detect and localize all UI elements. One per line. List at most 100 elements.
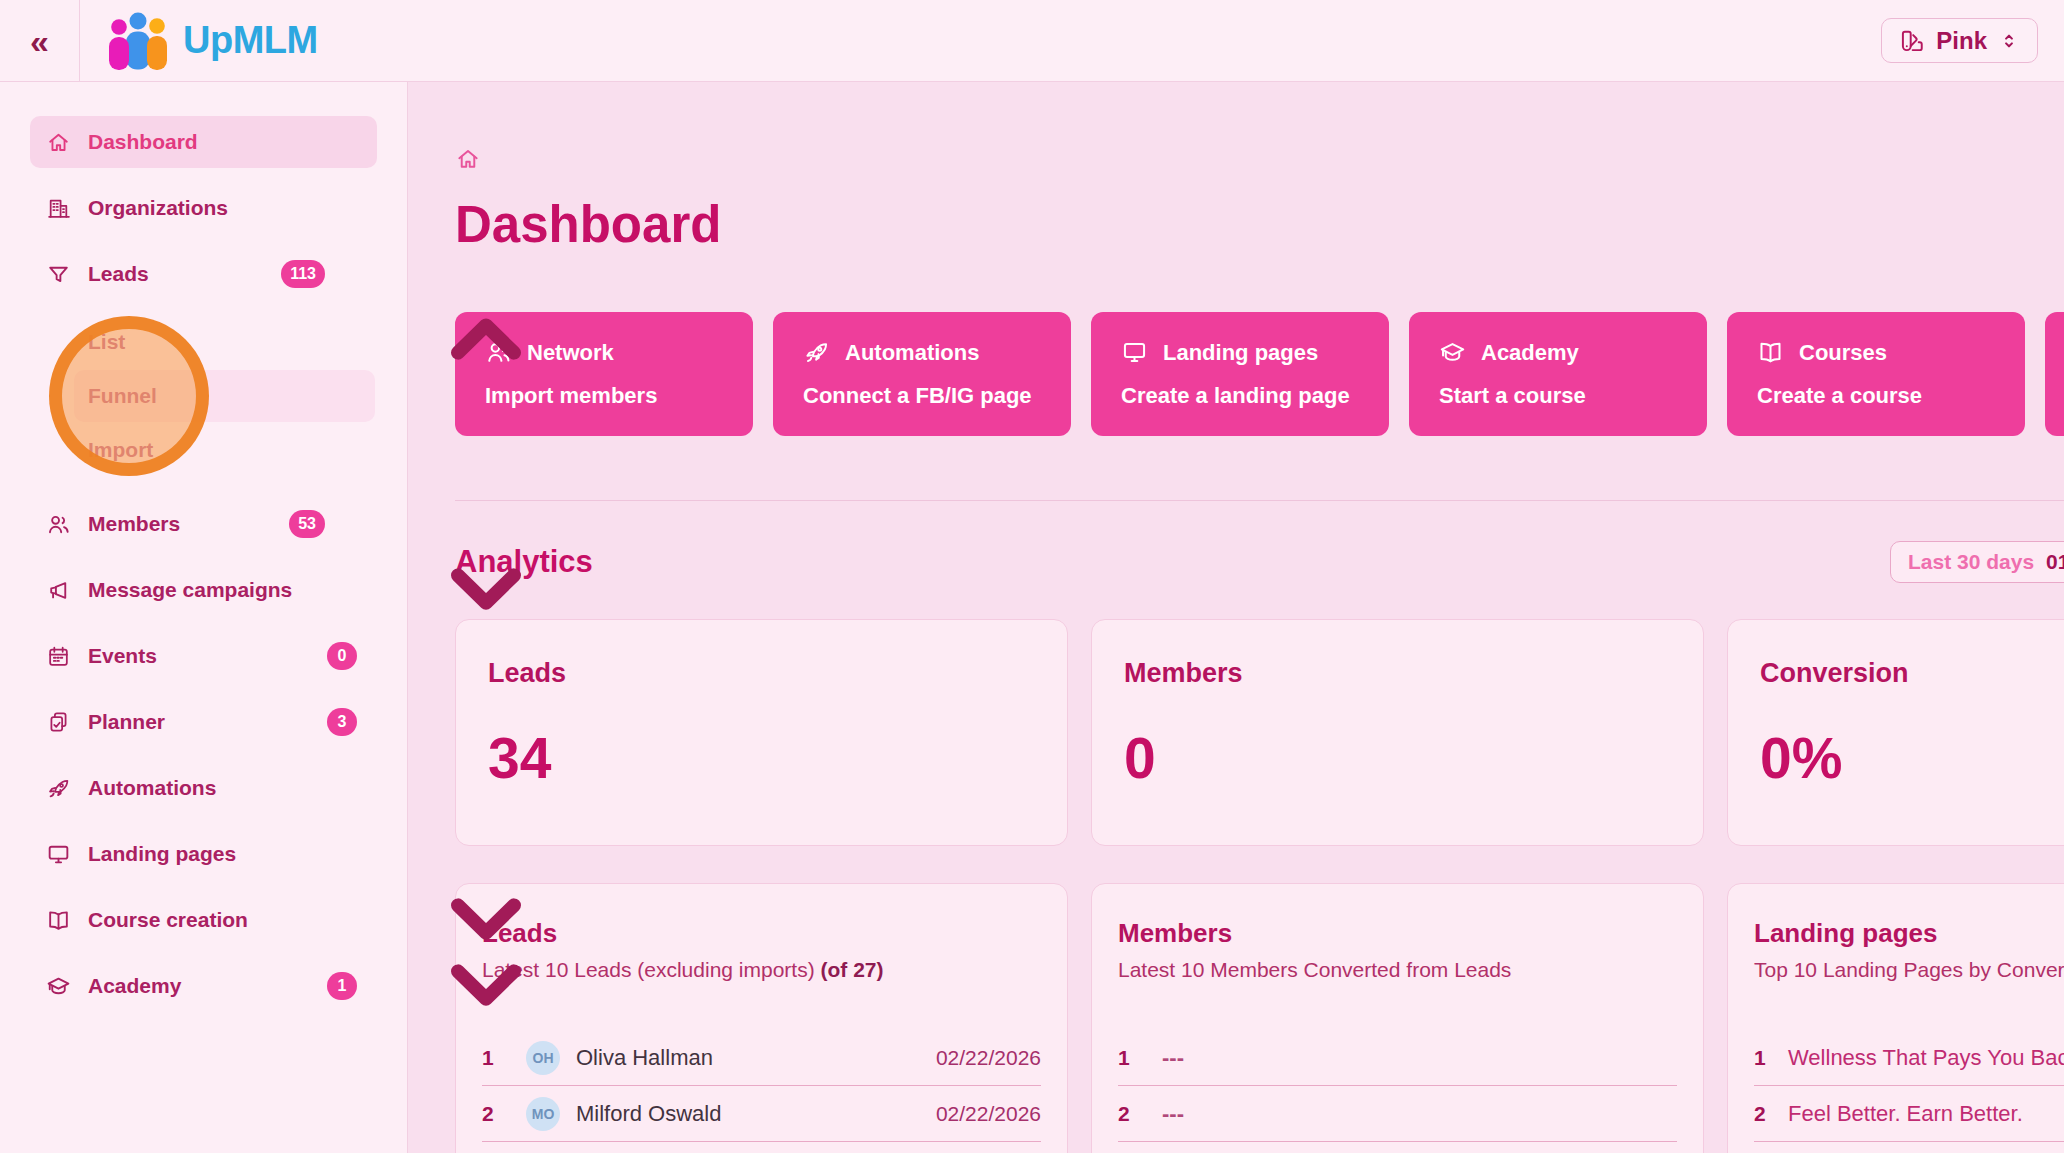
list-card-landing-pages: Landing pages Top 10 Landing Pages by Con… [1727,883,2064,1153]
chevron-down-icon [336,514,357,535]
quick-action-academy[interactable]: Academy Start a course [1409,312,1707,436]
sidebar-item-events[interactable]: Events 0 [30,630,377,682]
date-range-filter[interactable]: Last 30 days 01/2 [1890,541,2064,583]
sidebar-item-label: Dashboard [88,130,198,154]
row-index: 1 [1118,1046,1152,1070]
stat-card-header: Conversion [1760,658,2064,689]
list-card-rows: 1 --- 2--- [1118,1030,1677,1142]
quick-action-title: Courses [1799,340,1887,366]
stat-card-value: 0 [1124,725,1673,791]
quick-action-title: Automations [845,340,979,366]
sidebar-item-message-campaigns[interactable]: Message campaigns [30,564,377,616]
quick-action-subtitle: Create a course [1757,383,2015,409]
count-badge: 3 [327,708,357,736]
sidebar-item-automations[interactable]: Automations [30,762,377,814]
book-icon [46,908,71,933]
list-card-title: Landing pages [1754,918,2064,949]
stat-cards-row: Leads34Members0Conversion0% [455,619,2064,846]
list-item[interactable]: 2--- [1118,1086,1677,1142]
quick-action-header: Academy [1439,339,1697,366]
row-name: Milford Oswald [576,1101,721,1127]
list-card-subtitle: Latest 10 Members Converted from Leads [1118,958,1677,982]
sidebar-item-label: Organizations [88,196,228,220]
quick-action-title: Landing pages [1163,340,1318,366]
sidebar-item-funnel[interactable]: Funnel [74,370,375,422]
quick-action-header: Automations [803,339,1061,366]
list-item[interactable]: 2MOMilford Oswald02/22/2026 [482,1086,1041,1142]
monitor-icon [1121,339,1148,366]
row-date: 02/22/2026 [936,1046,1041,1070]
avatar: MO [526,1097,560,1131]
stat-card-members: Members 0 [1091,619,1704,846]
row-index: 1 [1754,1046,1788,1070]
updown-chevron-icon [1998,30,2020,52]
sidebar-item-planner[interactable]: Planner 3 [30,696,377,748]
rocket-icon [803,339,830,366]
quick-action-landing-pages[interactable]: Landing pagesCreate a landing page [1091,312,1389,436]
list-card-subtitle: Top 10 Landing Pages by Conversion [1754,958,2064,982]
stat-card-conversion: Conversion 0% [1727,619,2064,846]
logo-text: UpMLM [183,19,318,62]
building-icon [46,196,71,221]
stat-card-title: Conversion [1760,658,1909,689]
quick-action-header: Landing pages [1121,339,1379,366]
stat-card-value: 34 [488,725,1037,791]
list-card-title: Members [1118,918,1677,949]
sidebar-item-list[interactable]: List [74,316,375,368]
sidebar-item-label: Leads [88,262,149,286]
quick-action-automations[interactable]: AutomationsConnect a FB/IG page [773,312,1071,436]
analytics-header: Analytics Last 30 days 01/2 [455,541,2064,583]
sidebar-item-label: Planner [88,710,165,734]
header: « UpMLM Pink [0,0,2064,82]
sidebar-item-label: Funnel [88,384,157,408]
sidebar-item-import[interactable]: Import [74,424,375,476]
row-index: 2 [482,1102,516,1126]
sidebar-nav: Dashboard Organizations Leads113 List Funnel… [0,116,407,1012]
theme-selector[interactable]: Pink [1881,18,2038,63]
page-title: Dashboard [455,194,2064,256]
planner-icon [46,710,71,735]
stat-card-value: 0% [1760,725,2064,791]
home-icon [46,130,71,155]
sidebar-item-organizations[interactable]: Organizations [30,182,377,234]
stat-card-header: Members [1124,658,1673,689]
sidebar-item-label: Members [88,512,180,536]
section-divider [455,500,2064,501]
chevron-down-icon [336,844,357,865]
quick-action-title: Academy [1481,340,1579,366]
count-badge: 0 [327,642,357,670]
sidebar-item-members[interactable]: Members53 [30,498,377,550]
row-index: 2 [1118,1102,1152,1126]
more-horizontal-icon [1007,659,1037,689]
breadcrumb-home-icon[interactable] [455,146,481,172]
date-range-label: Last 30 days [1908,550,2034,574]
row-name: --- [1162,1045,1184,1071]
sidebar-item-label: Landing pages [88,842,236,866]
sidebar-item-academy[interactable]: Academy 1 [30,960,377,1012]
app-logo[interactable]: UpMLM [105,12,318,70]
list-item[interactable]: 2Feel Better. Earn Better. [1754,1086,2064,1142]
sidebar-collapse-button[interactable]: « [0,0,80,81]
list-item[interactable]: 1 --- [1118,1030,1677,1086]
sidebar-item-course-creation[interactable]: Course creation [30,894,377,946]
monitor-icon [46,842,71,867]
sidebar-item-label: Automations [88,776,216,800]
sidebar-item-label: Academy [88,974,181,998]
swatch-book-icon [1899,28,1925,54]
sidebar: Dashboard Organizations Leads113 List Funnel… [0,82,408,1153]
sidebar-item-label: Events [88,644,157,668]
sidebar-item-landing-pages[interactable]: Landing pages [30,828,377,880]
sidebar-item-leads[interactable]: Leads113 [30,248,377,300]
sidebar-item-dashboard[interactable]: Dashboard [30,116,377,168]
list-item[interactable]: 1Wellness That Pays You Back [1754,1030,2064,1086]
analytics-heading: Analytics [455,541,2064,583]
people-icon [46,512,71,537]
logo-people-icon [105,12,171,70]
quick-action-subtitle: Start a course [1439,383,1697,409]
sidebar-item-label: Message campaigns [88,578,292,602]
quick-action-courses[interactable]: Courses Create a course [1727,312,2025,436]
quick-action-card-partial[interactable] [2045,312,2064,436]
list-card-members: Members Latest 10 Members Converted from … [1091,883,1704,1153]
row-name: Feel Better. Earn Better. [1788,1101,2023,1127]
count-badge: 1 [327,972,357,1000]
